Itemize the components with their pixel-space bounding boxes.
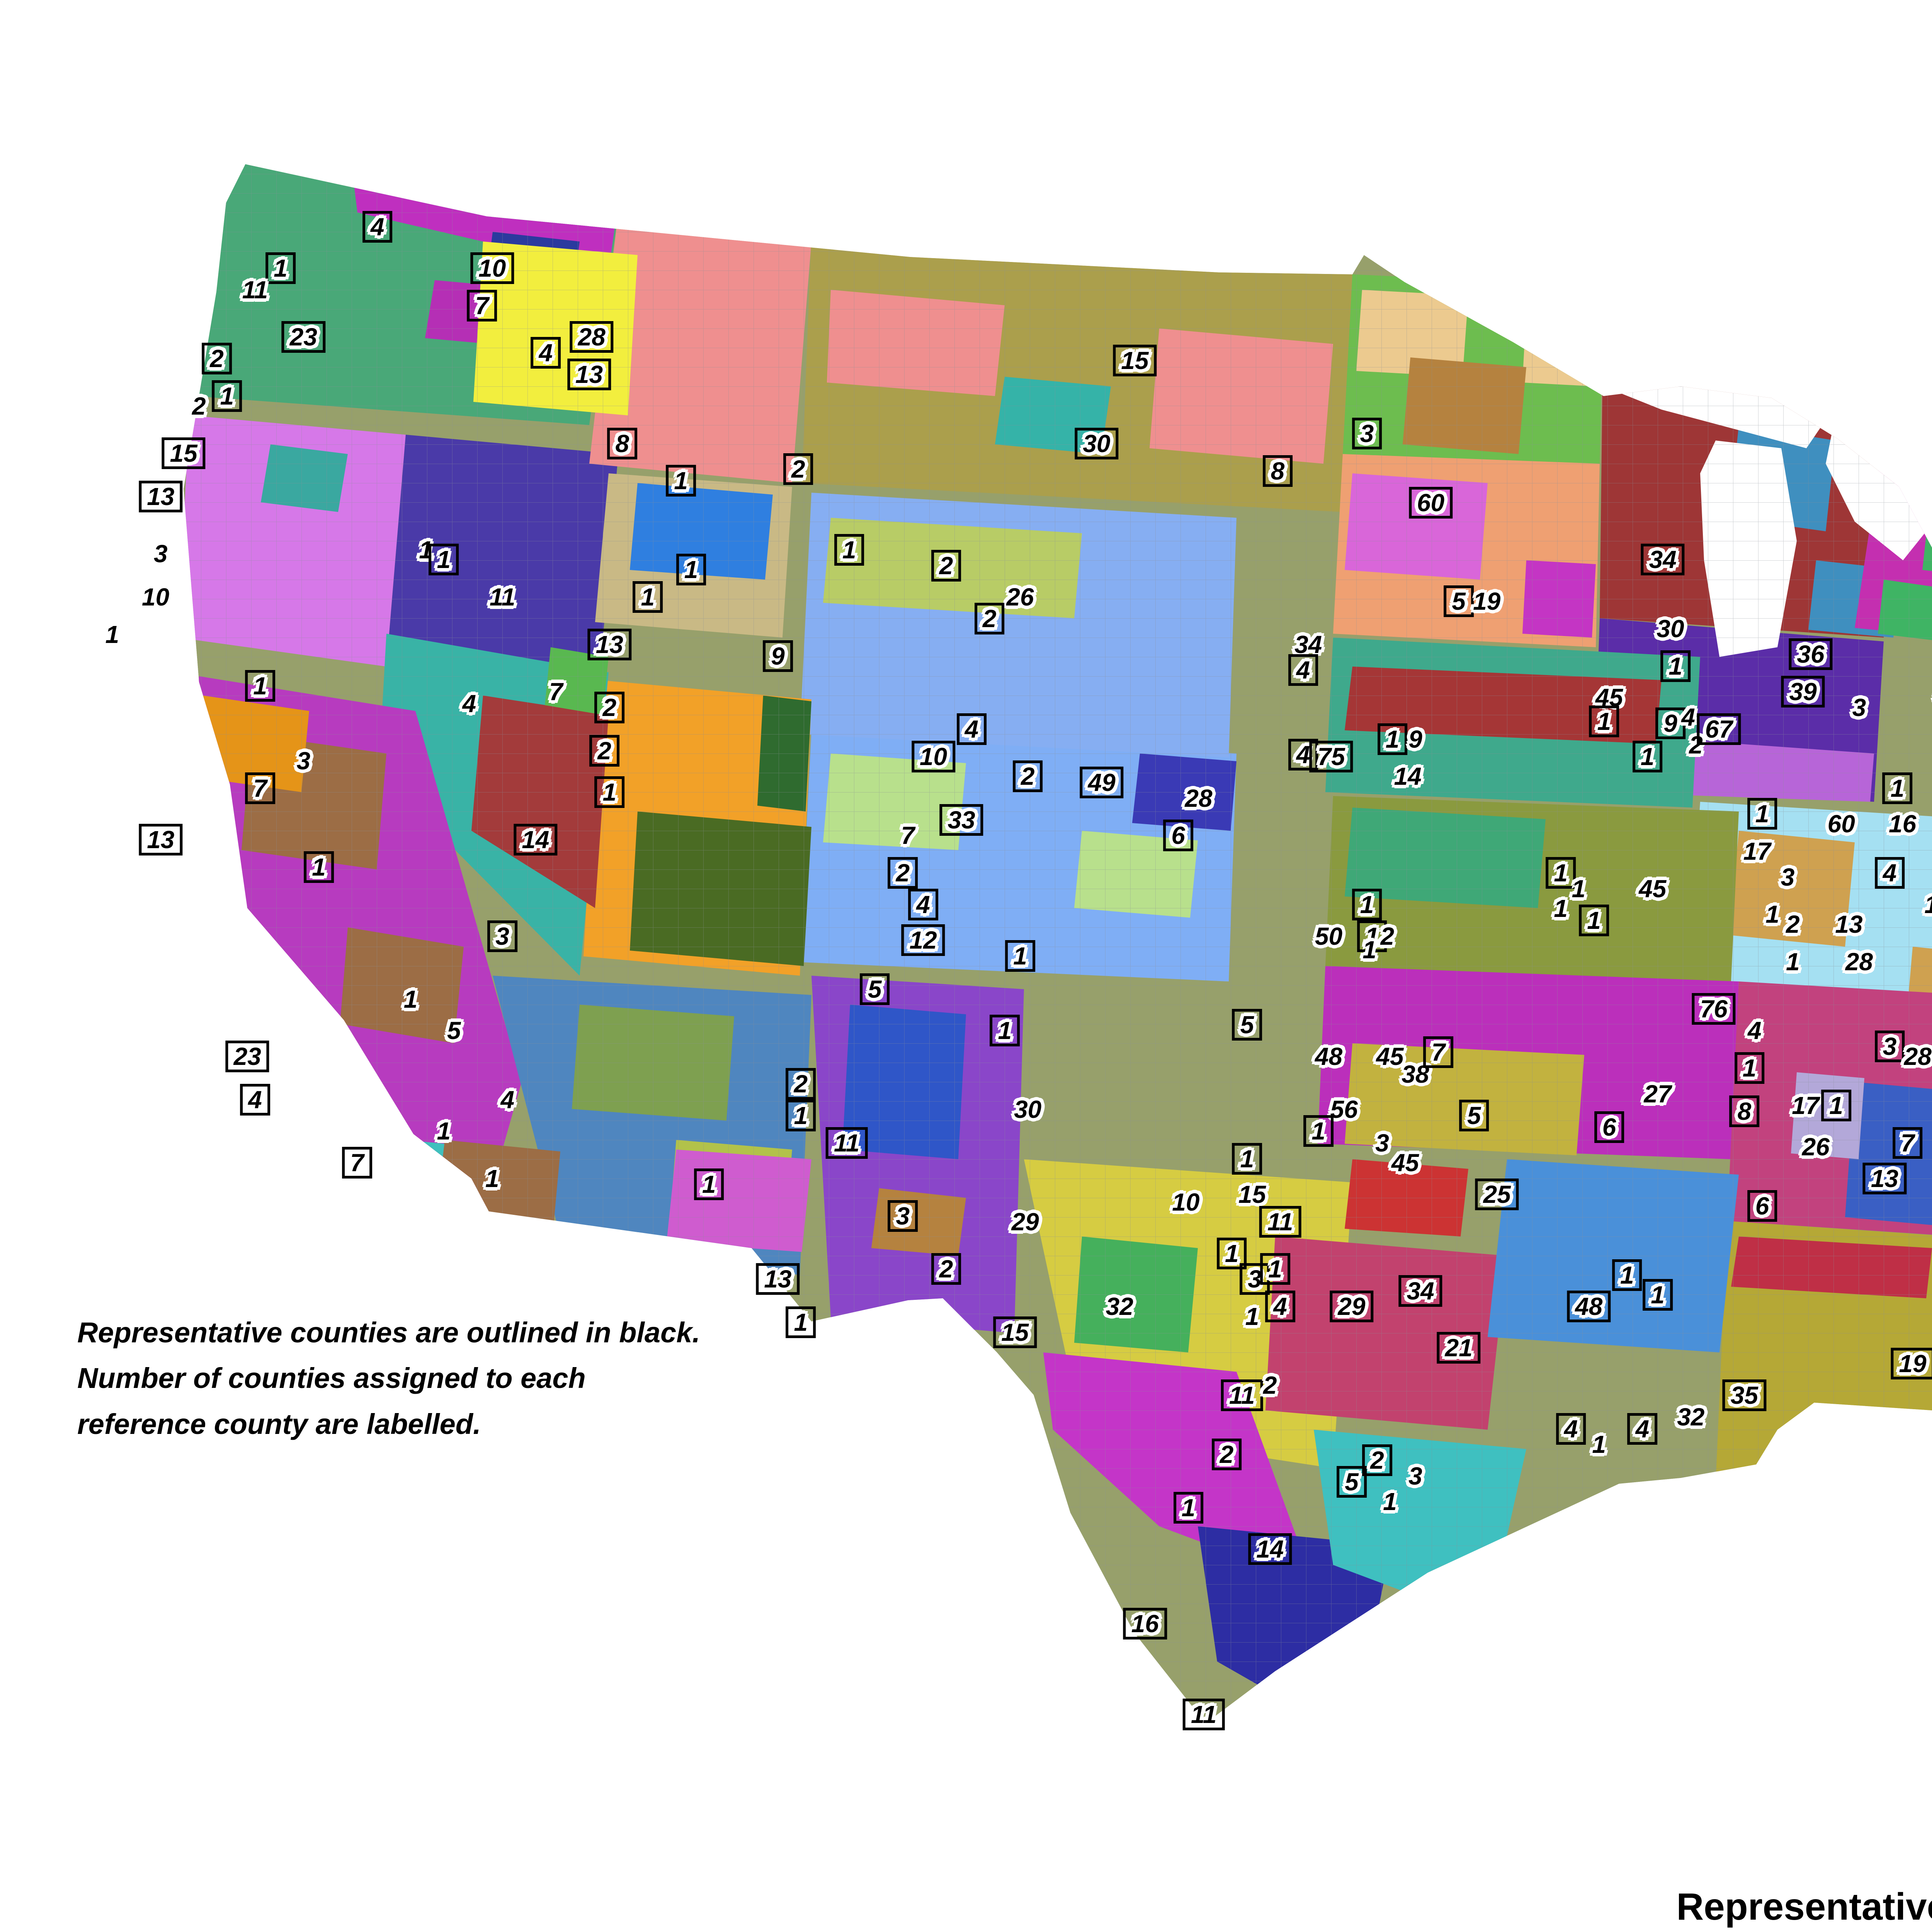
county-region bbox=[301, 1130, 444, 1208]
annotation-line-1: Representative counties are outlined in … bbox=[77, 1316, 701, 1349]
county-region bbox=[1665, 290, 1739, 357]
map-title: Representative County Groups 2022v1 plat… bbox=[1676, 1885, 1932, 1928]
map-annotation-note: Representative counties are outlined in … bbox=[77, 1310, 700, 1447]
county-region bbox=[1897, 377, 1932, 454]
county-region bbox=[1926, 406, 1932, 464]
annotation-line-3: reference county are labelled. bbox=[77, 1408, 481, 1440]
annotation-line-2: Number of counties assigned to each bbox=[77, 1362, 586, 1395]
